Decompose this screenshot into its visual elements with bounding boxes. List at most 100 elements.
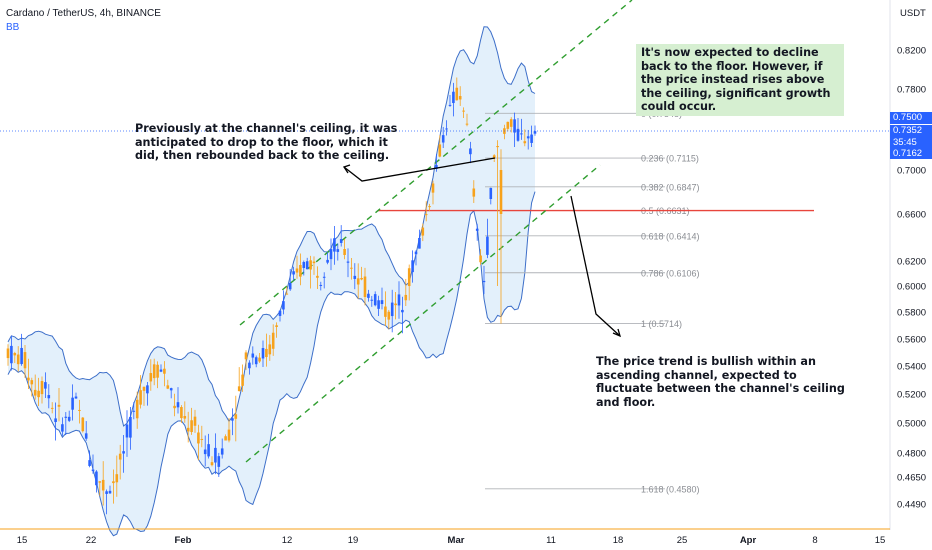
candle <box>88 450 91 468</box>
candle <box>458 86 462 106</box>
candle <box>115 455 119 497</box>
candle <box>421 223 425 242</box>
candle <box>346 248 350 278</box>
date-tick-label: 12 <box>282 535 293 546</box>
date-tick-label: 15 <box>17 535 28 546</box>
candle <box>190 407 193 435</box>
date-tick-label: 15 <box>875 535 886 546</box>
candle <box>265 333 268 367</box>
candle <box>268 335 272 361</box>
candle <box>163 361 166 387</box>
price-tag-current: 0.7352 <box>890 125 932 137</box>
candle <box>217 452 221 477</box>
candle <box>84 421 88 441</box>
fib-level-label: 0.786 (0.6106) <box>641 268 700 278</box>
price-tag-high: 0.7500 <box>890 112 932 124</box>
time-axis[interactable]: 15 22 Feb 12 19 Mar 11 18 25 Apr 8 15 <box>17 535 886 546</box>
axis-currency: USDT <box>900 8 926 19</box>
candle <box>27 358 30 390</box>
candle <box>404 278 408 307</box>
fib-level: 1.618 (0.4580) <box>485 484 700 494</box>
note-left: Previously at the channel's ceiling, it … <box>135 122 398 163</box>
price-tick-label: 0.6000 <box>897 282 926 293</box>
candle <box>322 272 326 289</box>
candle <box>95 470 98 493</box>
price-tick-label: 0.5400 <box>897 362 926 373</box>
candle <box>326 252 329 265</box>
candle <box>394 291 397 320</box>
price-tick-label: 0.6200 <box>897 257 926 268</box>
candle <box>237 367 241 392</box>
date-tick-label: 22 <box>86 535 97 546</box>
candle <box>387 309 391 330</box>
candle <box>356 263 360 299</box>
candle <box>98 481 102 496</box>
candle <box>285 286 289 295</box>
candle <box>156 361 159 389</box>
candle <box>282 290 285 315</box>
candle <box>462 107 465 118</box>
price-tick-label: 0.5000 <box>897 419 926 430</box>
candle <box>445 120 448 136</box>
fib-level-label: 0.382 (0.6847) <box>641 182 700 192</box>
date-tick-label: 19 <box>348 535 359 546</box>
arrow-to-text <box>570 195 621 337</box>
candle <box>112 469 115 504</box>
candle <box>271 324 275 356</box>
candle <box>516 118 520 142</box>
fib-level: 0.236 (0.7115) <box>485 154 699 164</box>
candle <box>363 267 367 306</box>
candle <box>197 424 200 461</box>
date-tick-label: 25 <box>677 535 688 546</box>
candlesticks <box>6 77 537 515</box>
candle <box>428 203 431 212</box>
candle <box>248 360 251 375</box>
candle <box>122 435 125 473</box>
candle <box>438 135 442 158</box>
candle <box>339 225 343 247</box>
candle <box>254 355 258 368</box>
price-tick-label: 0.7000 <box>897 166 926 177</box>
indicator-label[interactable]: BB <box>6 22 20 33</box>
candle <box>169 387 173 399</box>
candle <box>6 344 10 366</box>
candle <box>251 346 255 365</box>
chart-title: Cardano / TetherUS, 4h, BINANCE <box>6 8 161 19</box>
price-tick-label: 0.5600 <box>897 335 926 346</box>
fib-level: 0.382 (0.6847) <box>485 182 700 192</box>
candle <box>441 126 445 149</box>
candle <box>302 260 306 276</box>
price-tag-low: 0.7162 <box>890 148 932 159</box>
candle <box>496 140 499 286</box>
candle <box>57 387 61 422</box>
candle <box>132 401 136 420</box>
candle <box>135 391 139 429</box>
candle <box>499 149 503 324</box>
candle <box>139 375 142 409</box>
candle <box>513 112 516 148</box>
candle <box>414 250 418 266</box>
candle <box>54 402 57 441</box>
candle <box>506 121 510 132</box>
bollinger-band <box>7 26 536 537</box>
candle <box>129 406 132 450</box>
candle <box>20 333 23 366</box>
note-top-right: It's now expected to decline back to the… <box>636 44 844 116</box>
candle <box>292 266 295 281</box>
fibonacci-retracement: 0 (0.7548)0.236 (0.7115)0.382 (0.6847)0.… <box>485 109 700 494</box>
candle <box>241 364 244 392</box>
candle <box>261 340 265 368</box>
fib-level: 1 (0.5714) <box>485 319 682 329</box>
candle <box>74 392 78 399</box>
candle <box>220 438 224 459</box>
candle <box>37 377 40 407</box>
date-tick-label: Feb <box>175 535 192 546</box>
candle <box>234 395 238 442</box>
candle <box>336 243 340 261</box>
candle <box>210 456 214 467</box>
candle <box>23 345 27 378</box>
candle <box>118 444 122 480</box>
candle <box>435 154 438 172</box>
candle <box>390 289 394 333</box>
